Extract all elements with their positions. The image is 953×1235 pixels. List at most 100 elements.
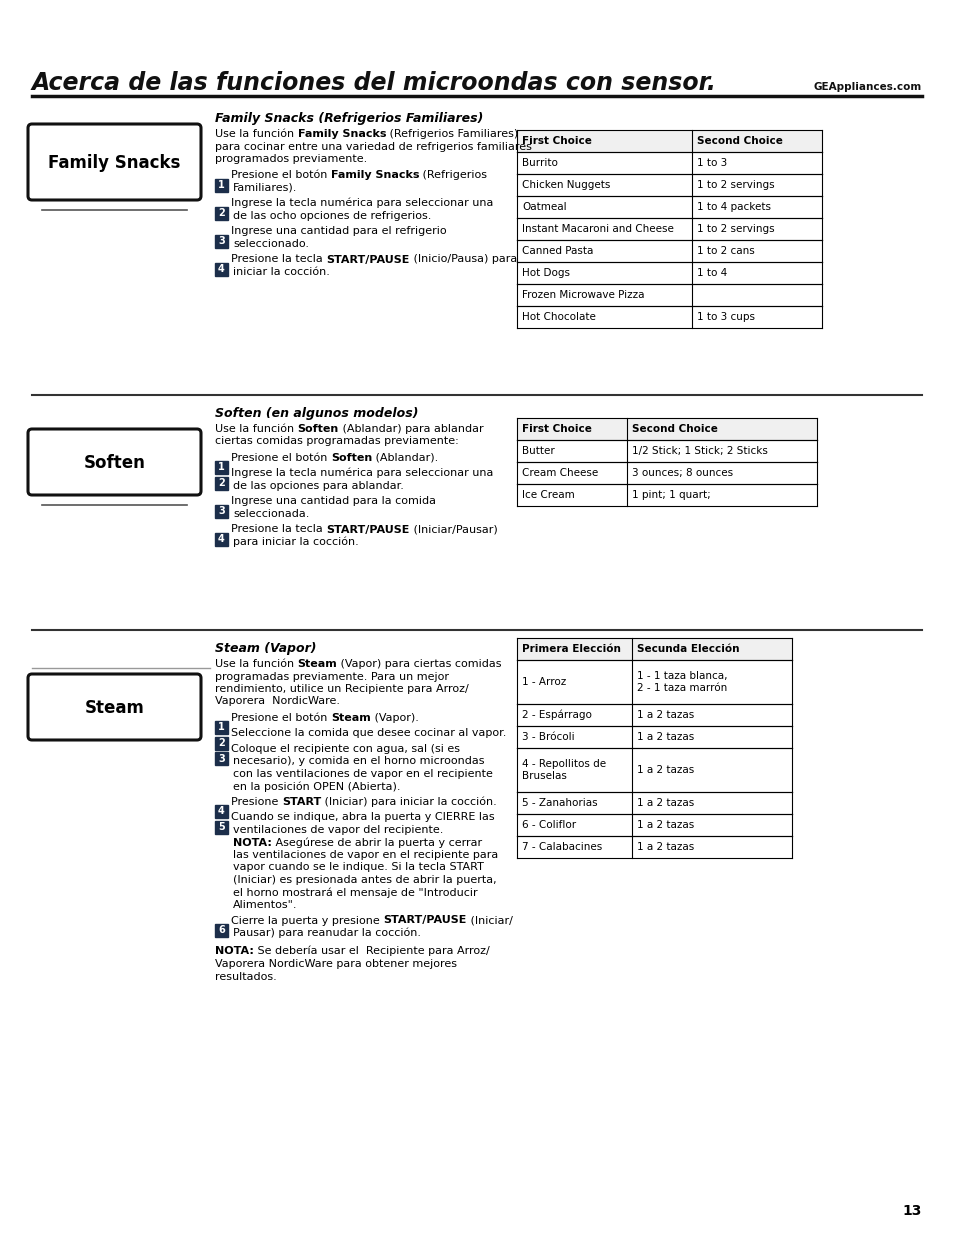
Text: Family Snacks (Refrigerios Familiares): Family Snacks (Refrigerios Familiares): [214, 112, 483, 125]
Text: Ice Cream: Ice Cream: [521, 490, 574, 500]
Text: Seleccione la comida que desee cocinar al vapor.: Seleccione la comida que desee cocinar a…: [231, 729, 506, 739]
Text: rendimiento, utilice un Recipiente para Arroz/: rendimiento, utilice un Recipiente para …: [214, 684, 468, 694]
Text: Ingrese la tecla numérica para seleccionar una: Ingrese la tecla numérica para seleccion…: [231, 198, 493, 209]
Text: 3: 3: [218, 236, 225, 246]
Text: START: START: [281, 797, 321, 806]
Text: GEAppliances.com: GEAppliances.com: [813, 82, 921, 91]
Text: Family Snacks: Family Snacks: [49, 154, 180, 172]
Text: 1 a 2 tazas: 1 a 2 tazas: [637, 710, 694, 720]
Text: Ingrese una cantidad para el refrigerio: Ingrese una cantidad para el refrigerio: [231, 226, 446, 236]
Text: 1 to 4 packets: 1 to 4 packets: [697, 203, 770, 212]
Text: (Ablandar).: (Ablandar).: [372, 453, 438, 463]
Text: resultados.: resultados.: [214, 972, 276, 982]
Text: Soften: Soften: [297, 424, 338, 433]
Text: Ingrese la tecla numérica para seleccionar una: Ingrese la tecla numérica para seleccion…: [231, 468, 493, 478]
Text: 4: 4: [218, 806, 225, 816]
FancyBboxPatch shape: [28, 429, 201, 495]
Text: Pausar) para reanudar la cocción.: Pausar) para reanudar la cocción.: [233, 927, 420, 939]
Text: Presione el botón: Presione el botón: [231, 453, 331, 463]
Text: Ingrese una cantidad para la comida: Ingrese una cantidad para la comida: [231, 496, 436, 506]
Text: First Choice: First Choice: [521, 424, 591, 433]
Text: START/PAUSE: START/PAUSE: [383, 915, 466, 925]
Text: vapor cuando se le indique. Si la tecla START: vapor cuando se le indique. Si la tecla …: [233, 862, 483, 872]
Bar: [214, 924, 228, 936]
Text: First Choice: First Choice: [521, 136, 591, 146]
Text: Presione el botón: Presione el botón: [231, 713, 331, 722]
Text: Asegúrese de abrir la puerta y cerrar: Asegúrese de abrir la puerta y cerrar: [272, 837, 481, 847]
Text: 1 pint; 1 quart;: 1 pint; 1 quart;: [631, 490, 710, 500]
Text: Vaporera  NordicWare.: Vaporera NordicWare.: [214, 697, 339, 706]
Bar: [214, 505, 228, 517]
FancyBboxPatch shape: [28, 124, 201, 200]
Text: 1 a 2 tazas: 1 a 2 tazas: [637, 764, 694, 776]
Text: Chicken Nuggets: Chicken Nuggets: [521, 180, 610, 190]
Text: (Ablandar) para ablandar: (Ablandar) para ablandar: [338, 424, 483, 433]
FancyBboxPatch shape: [28, 674, 201, 740]
Text: necesario), y comida en el horno microondas: necesario), y comida en el horno microon…: [233, 757, 484, 767]
Text: Second Choice: Second Choice: [697, 136, 782, 146]
Text: Soften (en algunos modelos): Soften (en algunos modelos): [214, 408, 418, 420]
Text: Secunda Elección: Secunda Elección: [637, 643, 739, 655]
Text: ciertas comidas programadas previamente:: ciertas comidas programadas previamente:: [214, 436, 458, 447]
Text: en la posición OPEN (Abierta).: en la posición OPEN (Abierta).: [233, 781, 400, 792]
Text: Family Snacks: Family Snacks: [331, 170, 419, 180]
Text: Alimentos".: Alimentos".: [233, 900, 297, 910]
Text: Oatmeal: Oatmeal: [521, 203, 566, 212]
Text: 2: 2: [218, 739, 225, 748]
Bar: [214, 461, 228, 474]
Text: Cuando se indique, abra la puerta y CIERRE las: Cuando se indique, abra la puerta y CIER…: [231, 813, 494, 823]
Text: programados previamente.: programados previamente.: [214, 154, 367, 164]
Text: (Refrigerios Familiares): (Refrigerios Familiares): [386, 128, 517, 140]
Text: Acerca de las funciones del microondas con sensor.: Acerca de las funciones del microondas c…: [32, 70, 716, 95]
Text: Instant Macaroni and Cheese: Instant Macaroni and Cheese: [521, 224, 673, 233]
Text: Use la función: Use la función: [214, 659, 297, 669]
Text: Steam: Steam: [331, 713, 370, 722]
Text: 2: 2: [218, 207, 225, 219]
Text: para cocinar entre una variedad de refrigerios familiares: para cocinar entre una variedad de refri…: [214, 142, 532, 152]
Text: Cierre la puerta y presione: Cierre la puerta y presione: [231, 915, 383, 925]
Text: (Vapor).: (Vapor).: [370, 713, 418, 722]
Text: NOTA:: NOTA:: [214, 946, 253, 956]
Text: Soften: Soften: [84, 454, 145, 472]
Text: Soften: Soften: [331, 453, 372, 463]
Text: 1 a 2 tazas: 1 a 2 tazas: [637, 732, 694, 742]
Text: 1 to 2 cans: 1 to 2 cans: [697, 246, 754, 256]
Text: 7 - Calabacines: 7 - Calabacines: [521, 842, 601, 852]
Bar: [517, 638, 791, 659]
Text: 2 - Espárrago: 2 - Espárrago: [521, 710, 591, 720]
Bar: [517, 130, 821, 152]
Text: 13: 13: [902, 1204, 921, 1218]
Text: 1 to 4: 1 to 4: [697, 268, 726, 278]
Text: de las ocho opciones de refrigerios.: de las ocho opciones de refrigerios.: [233, 211, 431, 221]
Text: de las opciones para ablandar.: de las opciones para ablandar.: [233, 480, 403, 492]
Bar: [214, 736, 228, 750]
Text: (Refrigerios: (Refrigerios: [419, 170, 487, 180]
Text: 1 a 2 tazas: 1 a 2 tazas: [637, 798, 694, 808]
Text: START/PAUSE: START/PAUSE: [326, 525, 409, 535]
Bar: [214, 805, 228, 818]
Text: 2: 2: [218, 478, 225, 488]
Text: Presione el botón: Presione el botón: [231, 170, 331, 180]
Text: (Iniciar) es presionada antes de abrir la puerta,: (Iniciar) es presionada antes de abrir l…: [233, 876, 497, 885]
Text: Cream Cheese: Cream Cheese: [521, 468, 598, 478]
Text: NOTA:: NOTA:: [233, 837, 272, 847]
Text: 1 to 2 servings: 1 to 2 servings: [697, 224, 774, 233]
Text: 1 a 2 tazas: 1 a 2 tazas: [637, 820, 694, 830]
Text: 4 - Repollitos de
Bruselas: 4 - Repollitos de Bruselas: [521, 760, 605, 781]
Text: 6: 6: [218, 925, 225, 935]
Text: Hot Dogs: Hot Dogs: [521, 268, 569, 278]
Bar: [214, 477, 228, 489]
Text: (Vapor) para ciertas comidas: (Vapor) para ciertas comidas: [337, 659, 501, 669]
Text: programadas previamente. Para un mejor: programadas previamente. Para un mejor: [214, 672, 449, 682]
Text: para iniciar la cocción.: para iniciar la cocción.: [233, 536, 358, 547]
Text: Steam: Steam: [297, 659, 337, 669]
Text: 4: 4: [218, 534, 225, 543]
Text: 1 to 3: 1 to 3: [697, 158, 726, 168]
Text: 5 - Zanahorias: 5 - Zanahorias: [521, 798, 597, 808]
Text: iniciar la cocción.: iniciar la cocción.: [233, 267, 330, 277]
Text: Vaporera NordicWare para obtener mejores: Vaporera NordicWare para obtener mejores: [214, 960, 456, 969]
Text: 3 - Brócoli: 3 - Brócoli: [521, 732, 574, 742]
Bar: [214, 206, 228, 220]
Text: 3: 3: [218, 753, 225, 763]
Text: Use la función: Use la función: [214, 128, 297, 140]
